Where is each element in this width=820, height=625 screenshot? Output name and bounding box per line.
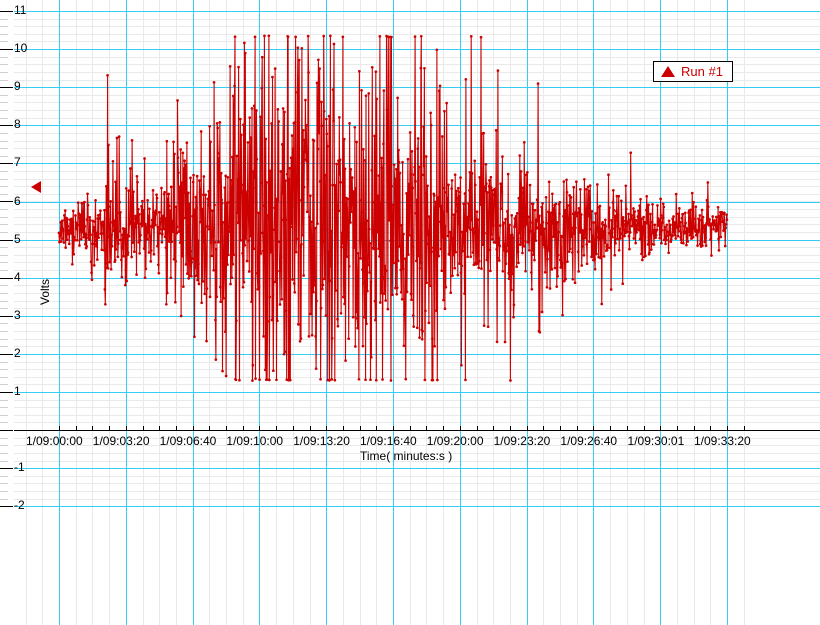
y-tick-label: 7 — [14, 155, 21, 170]
x-axis-line — [14, 430, 820, 431]
y-tick-label: -1 — [14, 460, 25, 475]
y-tick-label: 5 — [14, 231, 21, 246]
x-tick-label: 1/09:03:20 — [92, 434, 150, 448]
y-tick-label: 2 — [14, 345, 21, 360]
legend[interactable]: Run #1 — [653, 61, 733, 82]
y-tick-label: 8 — [14, 117, 21, 132]
y-axis-ticks — [0, 0, 14, 625]
y-tick-label: 4 — [14, 269, 21, 284]
x-tick-label: 1/09:00:00 — [26, 434, 83, 448]
legend-label: Run #1 — [681, 64, 723, 79]
x-tick-label: 1/09:23:20 — [493, 434, 551, 448]
triangle-marker-icon — [661, 66, 675, 77]
left-pointing-triangle-icon[interactable] — [31, 180, 41, 193]
x-tick-label: 1/09:10:00 — [226, 434, 284, 448]
y-tick-label: 6 — [14, 193, 21, 208]
x-tick-label: 1/09:30:01 — [627, 434, 685, 448]
x-tick-label: 1/09:20:00 — [426, 434, 484, 448]
y-tick-label: 3 — [14, 307, 21, 322]
x-tick-label: 1/09:26:40 — [560, 434, 618, 448]
x-axis-title: Time( minutes:s ) — [360, 449, 453, 463]
y-tick-label: -2 — [14, 498, 25, 513]
y-tick-label: 9 — [14, 79, 21, 94]
x-tick-label: 1/09:16:40 — [360, 434, 417, 448]
y-tick-label: 10 — [14, 41, 28, 56]
x-tick-label: 1/09:06:40 — [159, 434, 217, 448]
y-axis-title: Volts — [38, 278, 52, 305]
x-tick-label: 1/09:13:20 — [293, 434, 350, 448]
y-tick-label: 1 — [14, 384, 21, 398]
x-tick-label: 1/09:33:20 — [694, 434, 751, 448]
y-tick-label: 11 — [14, 3, 27, 17]
